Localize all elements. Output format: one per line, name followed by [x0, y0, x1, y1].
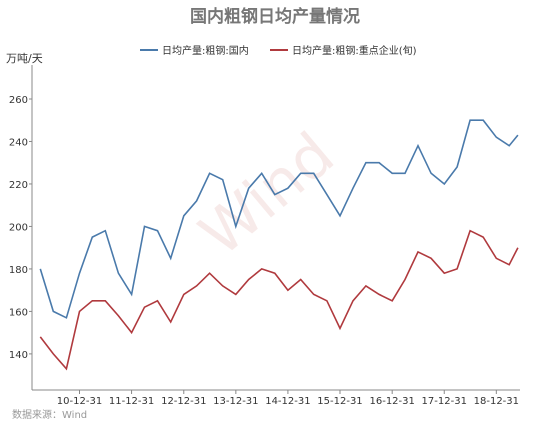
y-axis-label: 万吨/天	[6, 52, 43, 65]
x-tick-label: 16-12-31	[369, 396, 414, 407]
x-tick-label: 10-12-31	[57, 396, 102, 407]
y-tick-label: 220	[9, 180, 28, 191]
chart-title: 国内粗钢日均产量情况	[190, 6, 360, 27]
legend-label: 日均产量:粗钢:重点企业(旬)	[292, 44, 417, 57]
y-tick-label: 240	[9, 137, 28, 148]
y-tick-label: 260	[9, 95, 28, 106]
watermark: Wind	[187, 119, 348, 270]
x-tick-label: 15-12-31	[317, 396, 362, 407]
x-tick-label: 17-12-31	[422, 396, 467, 407]
y-tick-label: 200	[9, 222, 28, 233]
series-line	[39, 119, 519, 319]
x-tick-label: 18-12-31	[474, 396, 519, 407]
legend-label: 日均产量:粗钢:国内	[162, 44, 249, 57]
x-tick-label: 13-12-31	[213, 396, 258, 407]
source: 数据来源：Wind	[12, 408, 87, 421]
x-tick-label: 14-12-31	[265, 396, 310, 407]
x-tick-label: 11-12-31	[109, 396, 154, 407]
y-tick-label: 140	[9, 350, 28, 361]
series-line	[39, 229, 519, 371]
y-tick-label: 180	[9, 265, 28, 276]
x-tick-label: 12-12-31	[161, 396, 206, 407]
y-tick-label: 160	[9, 307, 28, 318]
